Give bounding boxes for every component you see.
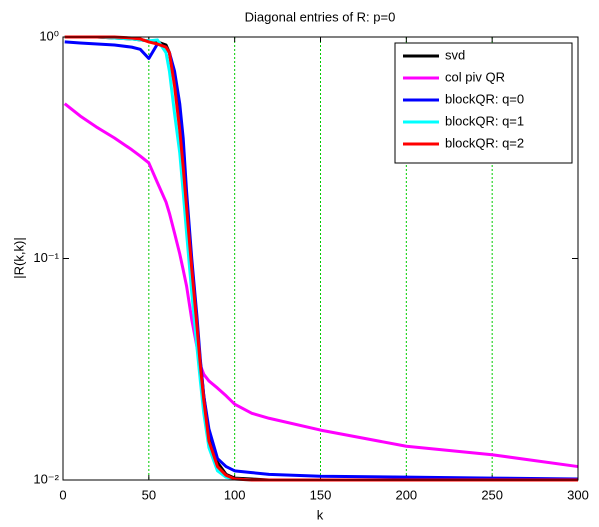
x-tick-label: 150 bbox=[310, 487, 332, 502]
legend-label: blockQR: q=2 bbox=[445, 135, 524, 150]
y-tick-label: 10⁻¹ bbox=[33, 250, 59, 265]
x-tick-label: 100 bbox=[224, 487, 246, 502]
plot-frame bbox=[62, 36, 579, 481]
x-axis-label: k bbox=[317, 507, 324, 522]
legend-box bbox=[394, 42, 573, 164]
x-tick-label: 200 bbox=[395, 487, 417, 502]
x-tick-label: 0 bbox=[59, 487, 66, 502]
y-axis-label: |R(k,k)| bbox=[11, 237, 26, 278]
legend-label: svd bbox=[445, 47, 465, 62]
y-tick-label: 10⁻² bbox=[33, 471, 59, 486]
x-tick-label: 250 bbox=[481, 487, 503, 502]
series-line bbox=[63, 102, 579, 469]
legend-label: blockQR: q=0 bbox=[445, 91, 524, 106]
x-tick-label: 50 bbox=[142, 487, 156, 502]
chart-title: Diagonal entries of R: p=0 bbox=[245, 9, 396, 24]
y-tick-label: 10⁰ bbox=[39, 28, 59, 43]
x-tick-label: 300 bbox=[567, 487, 589, 502]
legend-label: col piv QR bbox=[445, 69, 505, 84]
legend-label: blockQR: q=1 bbox=[445, 113, 524, 128]
